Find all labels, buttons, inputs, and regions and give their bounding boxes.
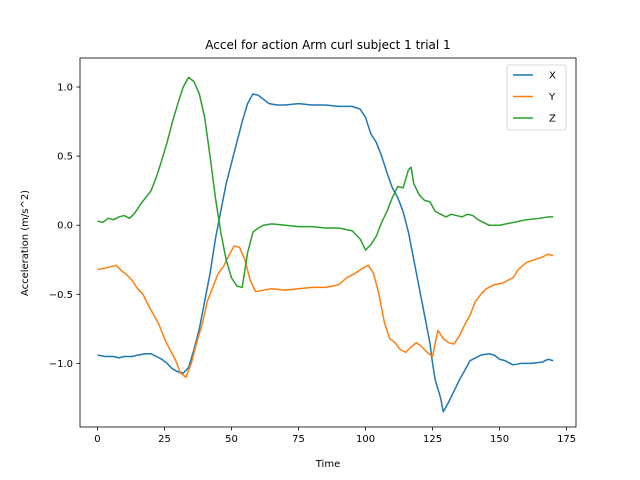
x-tick-label: 150 (490, 434, 509, 445)
series-line-x (97, 93, 554, 413)
legend-box (506, 64, 567, 131)
axes-frame (79, 57, 577, 428)
chart-title: Accel for action Arm curl subject 1 tria… (205, 38, 450, 52)
plot-area (97, 76, 554, 413)
x-tick-label: 175 (557, 434, 576, 445)
x-tick-label: 125 (423, 434, 442, 445)
y-tick-label: 1.0 (57, 83, 73, 94)
legend-label-x: X (549, 71, 556, 82)
y-tick-label: −0.5 (49, 290, 73, 301)
y-tick-label: 0.5 (57, 152, 73, 163)
x-tick-label: 25 (158, 434, 171, 445)
axes: 0 25 50 75 100 125 150 175 −1.0 −0.5 0.0 0.5 1.0 (49, 57, 577, 445)
series-line-z (97, 76, 554, 289)
y-tick-label: 0.0 (57, 221, 73, 232)
y-axis-label: Acceleration (m/s^2) (20, 190, 31, 296)
legend-label-z: Z (549, 114, 556, 125)
x-tick-label: 100 (356, 434, 375, 445)
legend: XYZ (506, 64, 567, 131)
x-tick-label: 75 (292, 434, 305, 445)
series-line-y (97, 245, 554, 378)
x-axis-label: Time (315, 459, 340, 470)
x-tick-label: 0 (94, 434, 100, 445)
legend-label-y: Y (548, 92, 556, 103)
y-tick-label: −1.0 (49, 359, 73, 370)
x-tick-label: 50 (225, 434, 238, 445)
